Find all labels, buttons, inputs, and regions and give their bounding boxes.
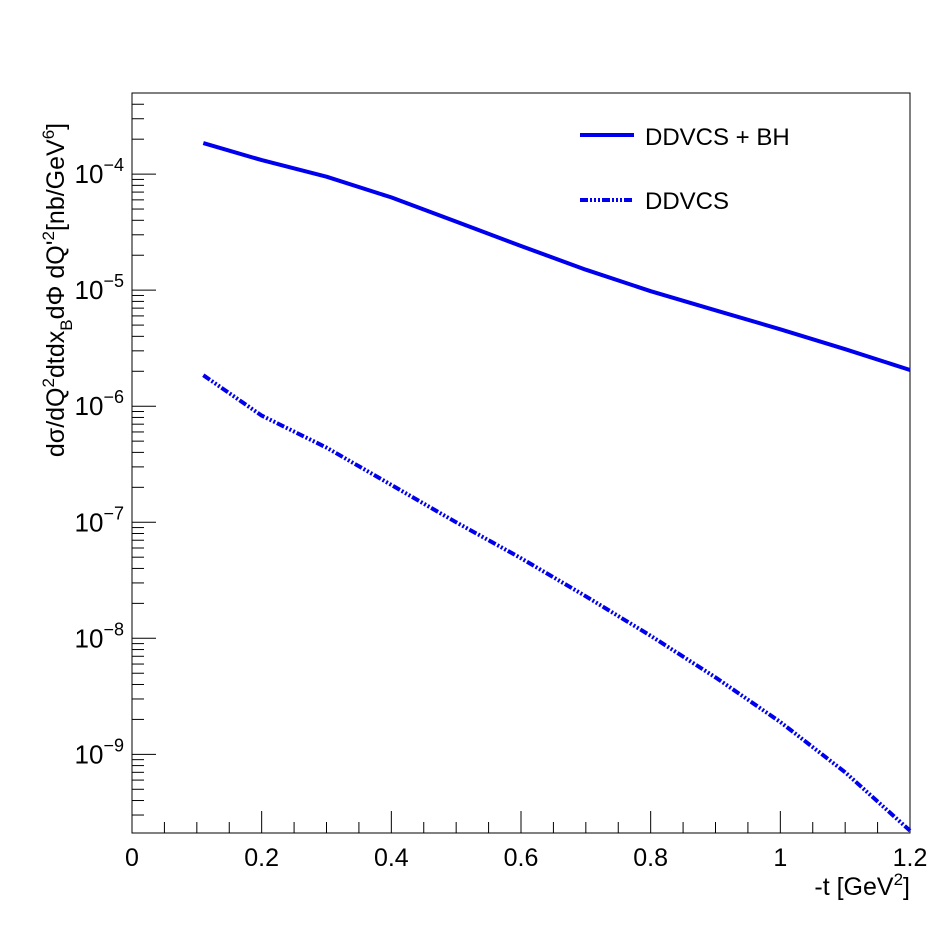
series-layer (202, 141, 912, 833)
legend-label-ddvcs: DDVCS (645, 188, 729, 215)
y-tick-label: 10−8 (75, 619, 124, 653)
y-tick-label: 10−9 (75, 735, 124, 769)
y-axis-ticks (132, 92, 156, 816)
y-axis-label: dσ/dQ2dtdxBdΦ dQ'2[nb/GeV6] (39, 123, 76, 457)
y-tick-label: 10−4 (75, 155, 124, 189)
y-tick-label: 10−5 (75, 271, 124, 305)
y-axis-tick-labels: 10−9 10−8 10−7 10−6 10−5 10−4 (75, 155, 124, 769)
series-line-ddvcs (202, 373, 912, 833)
x-tick-label: 0.2 (244, 844, 279, 872)
x-axis-tick-labels: 0 0.2 0.4 0.6 0.8 1 1.2 (125, 844, 927, 872)
legend-label-ddvcs-bh: DDVCS + BH (645, 124, 790, 151)
y-tick-label: 10−7 (75, 503, 124, 537)
series-line-ddvcs-bh (202, 141, 911, 372)
x-tick-label: 1 (773, 844, 787, 872)
x-tick-label: 0.6 (504, 844, 539, 872)
x-tick-label: 1.2 (893, 844, 928, 872)
x-tick-label: 0.4 (374, 844, 409, 872)
x-axis-label: -t [GeV2] (814, 870, 910, 901)
y-tick-label: 10−6 (75, 387, 124, 421)
x-tick-label: 0.8 (633, 844, 668, 872)
legend: DDVCS + BH DDVCS (580, 124, 790, 215)
x-tick-label: 0 (125, 844, 139, 872)
x-axis-ticks (131, 811, 911, 833)
plot-frame (131, 92, 911, 834)
